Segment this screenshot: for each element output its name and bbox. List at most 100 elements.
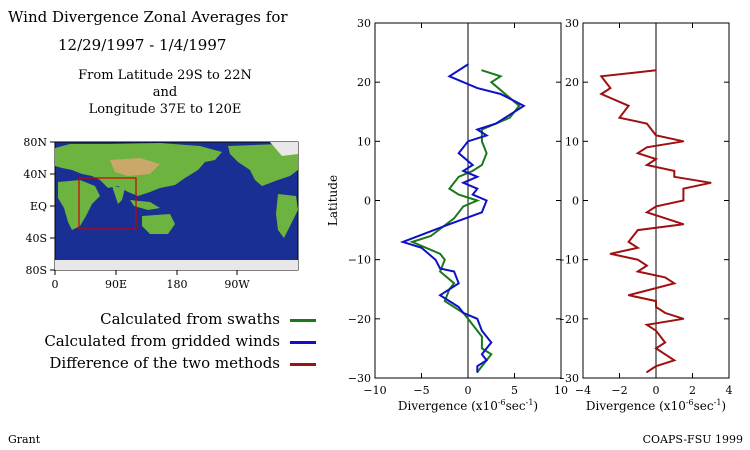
- data-point: [476, 199, 479, 202]
- data-point: [682, 140, 685, 143]
- map-lon-label: 90E: [105, 278, 127, 291]
- data-point: [509, 116, 511, 119]
- data-point: [682, 318, 685, 320]
- region-line-3: Longitude 37E to 120E: [88, 102, 242, 117]
- data-point: [646, 146, 648, 149]
- data-point: [637, 247, 639, 249]
- y-tick-label: −20: [560, 313, 579, 326]
- divergence-chart: −30 −20 −10 0 10 20 30 −10 −5 0 5 10 Divergence (x10…: [326, 17, 568, 413]
- data-point: [467, 140, 469, 143]
- data-point: [467, 318, 469, 320]
- data-point: [682, 187, 685, 190]
- x-tick-label: 0: [653, 384, 660, 397]
- data-point: [485, 152, 488, 154]
- data-point: [471, 193, 474, 196]
- data-point: [655, 347, 657, 350]
- data-point: [485, 134, 488, 137]
- x-tick-label: 0: [465, 384, 472, 397]
- map-lon-label: 90W: [224, 278, 250, 291]
- data-point: [453, 282, 455, 285]
- data-point: [476, 176, 479, 178]
- landmass-india: [112, 186, 125, 204]
- data-point: [471, 324, 474, 326]
- y-tick-label: 0: [364, 195, 371, 208]
- legend-label-gridded: Calculated from gridded winds: [44, 332, 280, 350]
- x-axis-label: Divergence (x10-6sec-1): [586, 398, 726, 413]
- data-point: [481, 335, 483, 338]
- landmass-greenland: [270, 142, 298, 156]
- continents: [55, 142, 298, 270]
- landmass-south-america: [276, 194, 298, 238]
- data-point: [518, 105, 520, 107]
- landmass-tibet: [110, 158, 160, 176]
- y-axis-label: Latitude: [326, 175, 340, 226]
- data-point: [664, 276, 666, 279]
- x-axis-label: Divergence (x10-6sec-1): [398, 398, 538, 413]
- y-tick-label: 20: [565, 76, 579, 89]
- data-point: [627, 294, 630, 297]
- data-point: [439, 253, 441, 255]
- data-point: [462, 205, 465, 208]
- data-point: [462, 170, 465, 172]
- data-point: [646, 164, 648, 166]
- data-point: [481, 353, 483, 356]
- date-range: 12/29/1997 - 1/4/1997: [58, 36, 227, 54]
- y-tick-label: 30: [357, 17, 371, 30]
- data-point: [485, 199, 488, 202]
- y-tick-label: −10: [560, 254, 579, 267]
- series-line-0: [409, 69, 521, 373]
- map-lat-label: 40S: [25, 232, 47, 245]
- x-tick-label: −2: [611, 384, 627, 397]
- legend-label-difference: Difference of the two methods: [49, 354, 280, 372]
- legend-line-gridded: [290, 341, 316, 344]
- data-point: [490, 353, 493, 356]
- data-point: [627, 241, 630, 243]
- data-point: [655, 205, 657, 208]
- data-point: [448, 75, 451, 78]
- y-tick-label: 0: [572, 195, 579, 208]
- data-point: [457, 282, 460, 285]
- region-line-1: From Latitude 29S to 22N: [78, 68, 252, 83]
- data-point: [655, 69, 657, 72]
- map-lat-axis: 80N 40N EQ 40S 80S: [23, 136, 55, 277]
- data-point: [673, 170, 676, 172]
- data-point: [467, 63, 469, 66]
- data-point: [499, 93, 502, 95]
- x-tick-label: 5: [511, 384, 518, 397]
- data-point: [448, 187, 451, 190]
- data-point: [495, 122, 497, 125]
- data-point: [481, 347, 483, 350]
- world-map: 80N 40N EQ 40S 80S 0 90E 180 90W: [23, 136, 299, 291]
- data-point: [655, 158, 657, 160]
- data-point: [646, 211, 648, 214]
- data-point: [411, 241, 413, 243]
- data-point: [476, 365, 479, 368]
- data-point: [462, 182, 465, 184]
- series-line-1: [399, 63, 526, 373]
- data-point: [434, 258, 437, 261]
- y-tick-label: −10: [348, 254, 371, 267]
- data-point: [682, 199, 685, 202]
- y-tick-label: 10: [565, 135, 579, 148]
- data-point: [499, 75, 502, 78]
- data-point: [490, 81, 493, 83]
- x-tick-label: −4: [575, 384, 591, 397]
- series-line-0: [599, 69, 712, 373]
- data-point: [637, 270, 639, 273]
- data-point: [646, 371, 648, 373]
- data-point: [490, 341, 493, 344]
- author-label: Grant: [8, 433, 41, 446]
- data-point: [481, 365, 483, 368]
- data-point: [476, 128, 479, 131]
- data-point: [673, 282, 676, 285]
- map-lon-label: 180: [167, 278, 188, 291]
- legend-line-swaths: [290, 319, 316, 322]
- y-tick-label: 20: [357, 76, 371, 89]
- data-point: [655, 306, 657, 308]
- data-point: [646, 122, 648, 125]
- y-tick-label: 10: [357, 135, 371, 148]
- y-tick-label: 30: [565, 17, 579, 30]
- data-point: [655, 329, 657, 332]
- data-point: [682, 223, 685, 225]
